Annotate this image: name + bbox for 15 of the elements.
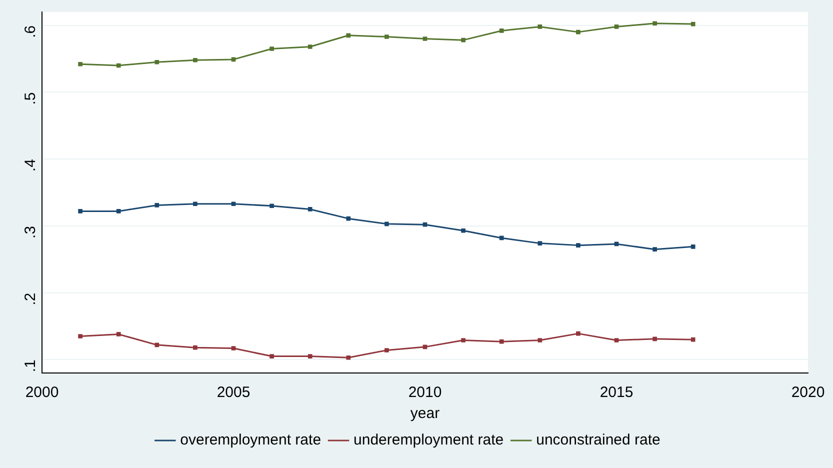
y-tick-label: .5: [22, 92, 40, 105]
legend-label: underemployment rate: [354, 432, 504, 449]
x-tick-label: 2010: [408, 384, 442, 402]
legend-label: unconstrained rate: [536, 432, 660, 449]
y-tick-label: .6: [22, 25, 40, 38]
x-tick-label: 2020: [791, 384, 825, 402]
x-tick-label: 2005: [216, 384, 250, 402]
x-tick-label: 2015: [600, 384, 634, 402]
x-axis-title: year: [410, 405, 440, 422]
x-tick-label: 2000: [25, 384, 59, 402]
legend-label: overemployment rate: [180, 432, 322, 449]
y-tick-label: .3: [22, 226, 40, 238]
y-tick-label: .2: [22, 292, 40, 306]
y-tick-label: .1: [22, 360, 40, 372]
y-tick-label: .4: [22, 159, 40, 172]
